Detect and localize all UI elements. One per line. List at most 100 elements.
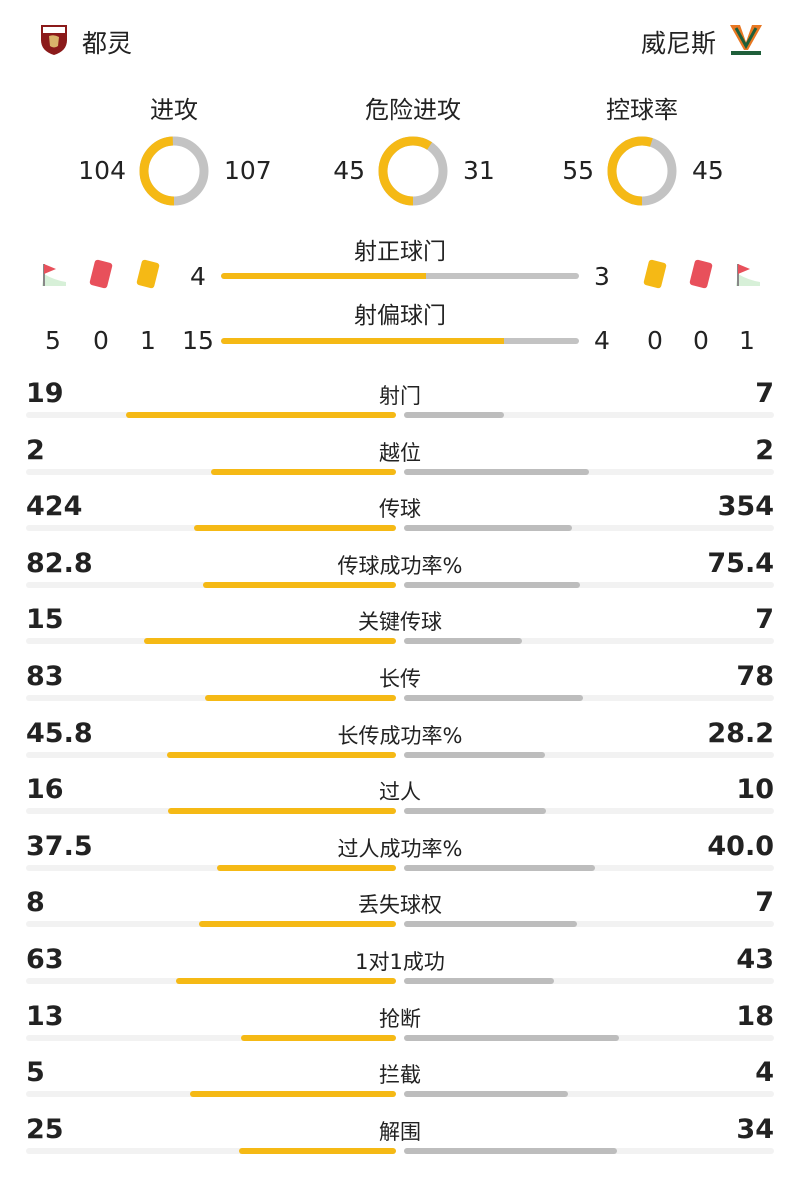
- home-stat-value: 83: [26, 661, 64, 692]
- stat-label: 长传成功率%: [337, 723, 463, 748]
- home-stat-bar-fill: [198, 921, 396, 928]
- home-stat-bar: [26, 978, 396, 984]
- home-stat-bar: [26, 581, 396, 588]
- away-team-name: 威尼斯: [640, 29, 716, 58]
- away-stat-bar: [404, 1091, 774, 1098]
- away-attacks-value: 107: [224, 156, 272, 185]
- home-stat-value: 25: [26, 1113, 64, 1145]
- home-stat-value: 19: [26, 378, 64, 409]
- away-shots-off-target: 4: [594, 326, 610, 355]
- away-stat-bar: [404, 525, 774, 532]
- away-stat-bar: [404, 751, 774, 758]
- home-red-cards-count: 0: [93, 326, 109, 355]
- corner-flag-icon: [732, 260, 762, 290]
- away-stat-bar: [404, 468, 774, 475]
- away-red-cards-count: 0: [693, 326, 709, 355]
- home-stat-value: 2: [26, 434, 45, 466]
- home-stat-bar-fill: [176, 978, 396, 984]
- away-stat-value: 7: [755, 887, 774, 919]
- home-possession-value: 55: [562, 156, 594, 185]
- home-stat-bar-fill: [216, 864, 396, 871]
- away-stat-bar: [404, 412, 774, 418]
- home-stat-value: 13: [26, 1000, 64, 1032]
- home-team-name: 都灵: [82, 29, 133, 58]
- home-stat-bar: [26, 864, 396, 871]
- away-stat-value: 10: [736, 774, 774, 806]
- away-stat-bar: [404, 581, 774, 588]
- home-stat-bar: [26, 695, 396, 701]
- stat-label: 传球成功率%: [337, 553, 463, 578]
- venezia-logo-icon: [728, 22, 764, 56]
- away-stat-bar-fill: [404, 1147, 618, 1154]
- home-stat-value: 37.5: [26, 830, 93, 862]
- yellow-card-icon: [133, 258, 163, 289]
- home-stat-bar-fill: [211, 468, 396, 475]
- away-stat-value: 7: [755, 378, 774, 409]
- away-stat-bar-fill: [404, 695, 584, 701]
- away-stat-bar-fill: [404, 581, 581, 588]
- home-stat-value: 63: [26, 944, 64, 975]
- home-stat-bar: [26, 921, 396, 928]
- away-stat-bar-fill: [404, 1034, 619, 1041]
- home-stat-value: 5: [26, 1057, 45, 1089]
- home-stat-value: 15: [26, 604, 64, 636]
- home-stat-value: 82.8: [26, 547, 93, 579]
- away-stat-value: 43: [736, 944, 774, 975]
- home-stat-bar: [26, 751, 396, 758]
- dangerous-attacks-ring: [376, 134, 450, 208]
- red-card-icon: [86, 258, 116, 289]
- possession-label: 控球率: [606, 96, 678, 124]
- away-stat-bar: [404, 864, 774, 871]
- away-stat-bar-fill: [404, 751, 545, 758]
- home-stat-bar: [26, 808, 396, 815]
- home-stat-bar-fill: [125, 412, 396, 418]
- home-stat-value: 16: [26, 774, 64, 806]
- shots-off-target-bar: [221, 338, 579, 344]
- home-stat-bar: [26, 412, 396, 418]
- home-stat-value: 45.8: [26, 717, 93, 749]
- home-stat-bar-fill: [166, 751, 396, 758]
- away-stat-value: 18: [736, 1000, 774, 1032]
- away-stat-bar: [404, 978, 774, 984]
- home-dangerous-attacks-value: 45: [333, 156, 365, 185]
- home-attacks-value: 104: [78, 156, 126, 185]
- away-stat-bar-fill: [404, 864, 595, 871]
- home-stat-bar-fill: [143, 638, 396, 645]
- away-stat-bar: [404, 695, 774, 701]
- stat-label: 拦截: [379, 1063, 421, 1088]
- home-stat-bar-fill: [190, 1091, 396, 1098]
- home-stat-bar-fill: [202, 581, 396, 588]
- away-stat-value: 2: [755, 434, 774, 466]
- away-stat-value: 354: [717, 491, 774, 523]
- attacks-label: 进攻: [150, 96, 198, 124]
- home-stat-bar-fill: [239, 1147, 396, 1154]
- away-stat-bar-fill: [404, 638, 522, 645]
- stat-label: 关键传球: [358, 610, 442, 635]
- home-shots-off-target: 15: [182, 326, 214, 355]
- dangerous-attacks-label: 危险进攻: [365, 96, 461, 124]
- stat-label: 长传: [379, 667, 421, 691]
- away-stat-value: 34: [736, 1113, 774, 1145]
- away-stat-bar-fill: [404, 412, 504, 418]
- away-stat-value: 4: [755, 1057, 774, 1089]
- home-stat-bar: [26, 1147, 396, 1154]
- yellow-card-icon: [640, 258, 670, 289]
- away-stat-bar-fill: [404, 808, 547, 815]
- away-stat-bar-fill: [404, 978, 555, 984]
- shots-off-target-label: 射偏球门: [354, 303, 446, 329]
- away-stat-bar: [404, 808, 774, 815]
- shots-on-target-bar: [221, 273, 579, 279]
- away-stat-value: 7: [755, 604, 774, 636]
- away-stat-bar: [404, 1034, 774, 1041]
- stat-label: 解围: [379, 1119, 421, 1144]
- torino-logo-icon: [39, 22, 69, 56]
- stat-label: 射门: [379, 384, 421, 408]
- home-corners-count: 5: [45, 326, 61, 355]
- away-stat-value: 75.4: [707, 547, 774, 579]
- possession-ring: [605, 134, 679, 208]
- home-stat-bar: [26, 1091, 396, 1098]
- stat-label: 丢失球权: [358, 893, 442, 918]
- away-stat-value: 78: [736, 661, 774, 692]
- away-corners-count: 1: [739, 326, 755, 355]
- stat-label: 越位: [379, 440, 421, 465]
